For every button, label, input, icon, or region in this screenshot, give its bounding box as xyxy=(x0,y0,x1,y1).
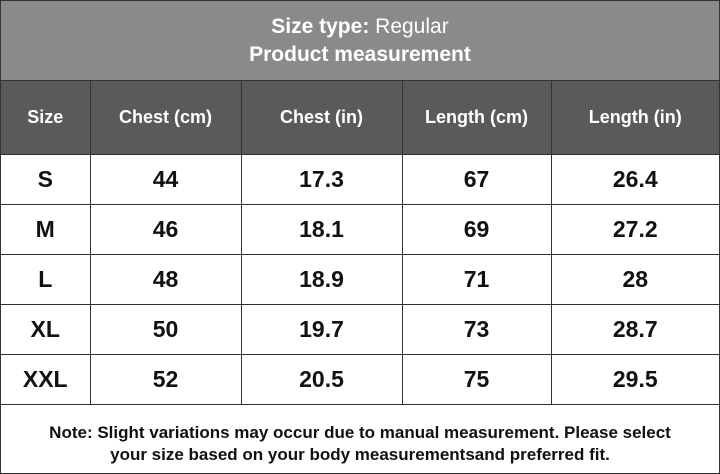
cell-chest-cm: 50 xyxy=(89,304,242,355)
cell-chest-in: 19.7 xyxy=(240,304,403,355)
cell-length-in: 28 xyxy=(550,254,719,305)
table-row: S 44 17.3 67 26.4 xyxy=(1,154,719,205)
cell-size: XL xyxy=(1,304,91,355)
header-length-in: Length (in) xyxy=(550,81,719,155)
note-line-1: Note: Slight variations may occur due to… xyxy=(49,423,671,442)
header-size: Size xyxy=(1,81,91,155)
table-row: XL 50 19.7 73 28.7 xyxy=(1,304,719,355)
cell-chest-cm: 48 xyxy=(89,254,242,305)
cell-length-cm: 67 xyxy=(401,154,552,205)
cell-length-in: 27.2 xyxy=(550,204,719,255)
cell-chest-in: 20.5 xyxy=(240,354,403,405)
chart-subtitle: Product measurement xyxy=(249,43,471,66)
measurement-note: Note: Slight variations may occur due to… xyxy=(1,417,719,473)
header-chest-in: Chest (in) xyxy=(240,81,403,155)
chart-title-banner: Size type: Regular Product measurement xyxy=(1,1,719,81)
cell-length-cm: 75 xyxy=(401,354,552,405)
cell-chest-cm: 46 xyxy=(89,204,242,255)
size-type-line: Size type: Regular xyxy=(1,14,719,40)
size-type-value: Regular xyxy=(375,15,449,38)
cell-length-cm: 71 xyxy=(401,254,552,305)
measurement-table: Size Chest (cm) Chest (in) Length (cm) L… xyxy=(1,81,719,405)
cell-chest-cm: 44 xyxy=(89,154,242,205)
cell-chest-cm: 52 xyxy=(89,354,242,405)
size-type-label: Size type: xyxy=(271,15,370,38)
cell-length-in: 29.5 xyxy=(550,354,719,405)
cell-length-cm: 69 xyxy=(401,204,552,255)
table-row: L 48 18.9 71 28 xyxy=(1,254,719,305)
note-line-2: your size based on your body measurement… xyxy=(110,445,610,464)
cell-length-in: 26.4 xyxy=(550,154,719,205)
cell-size: S xyxy=(1,154,91,205)
cell-length-in: 28.7 xyxy=(550,304,719,355)
cell-size: XXL xyxy=(1,354,91,405)
cell-size: M xyxy=(1,204,91,255)
header-row: Size Chest (cm) Chest (in) Length (cm) L… xyxy=(1,81,719,155)
cell-length-cm: 73 xyxy=(401,304,552,355)
cell-chest-in: 18.1 xyxy=(240,204,403,255)
table-row: XXL 52 20.5 75 29.5 xyxy=(1,354,719,405)
header-length-cm: Length (cm) xyxy=(401,81,552,155)
cell-chest-in: 17.3 xyxy=(240,154,403,205)
cell-size: L xyxy=(1,254,91,305)
table-row: M 46 18.1 69 27.2 xyxy=(1,204,719,255)
cell-chest-in: 18.9 xyxy=(240,254,403,305)
header-chest-cm: Chest (cm) xyxy=(89,81,242,155)
